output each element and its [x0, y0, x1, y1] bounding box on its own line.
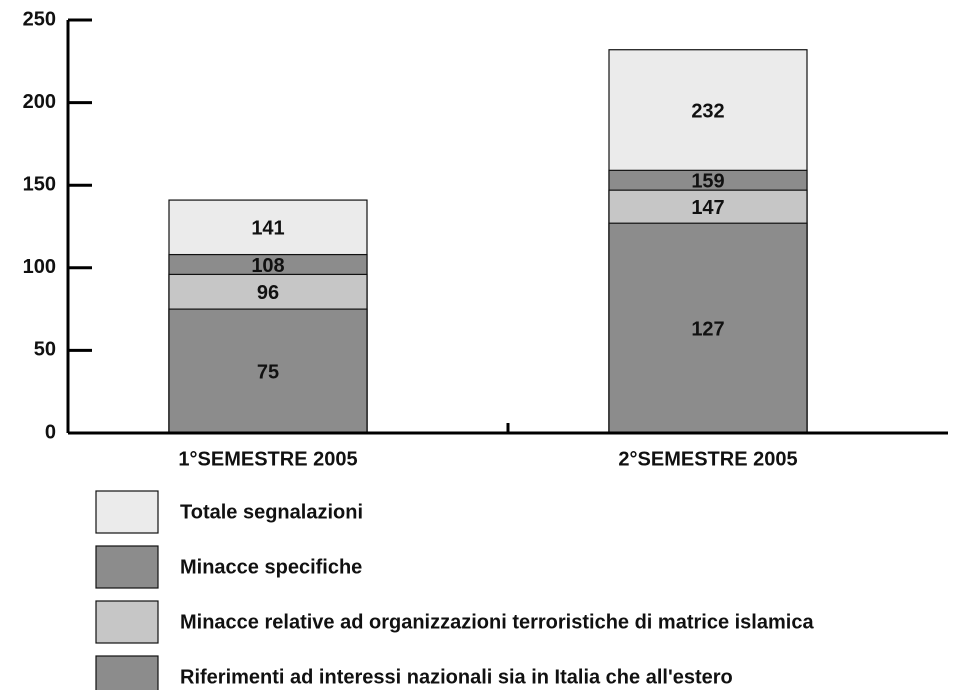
data-label: 108 — [251, 255, 284, 277]
legend-swatch — [95, 545, 159, 589]
legend-swatch — [95, 490, 159, 534]
legend-label: Totale segnalazioni — [180, 501, 363, 523]
data-label: 96 — [257, 282, 279, 304]
y-tick-label: 100 — [23, 256, 56, 278]
data-label: 127 — [691, 318, 724, 340]
y-tick-label: 200 — [23, 91, 56, 113]
legend-label: Riferimenti ad interessi nazionali sia i… — [180, 666, 733, 688]
x-tick-label: 1°SEMESTRE 2005 — [178, 448, 357, 470]
bar — [168, 308, 368, 434]
y-tick-label: 150 — [23, 173, 56, 195]
y-tick-label: 250 — [23, 8, 56, 30]
y-tick-label: 50 — [34, 339, 56, 361]
legend-swatch — [95, 600, 159, 644]
legend-label: Minacce specifiche — [180, 556, 362, 578]
y-tick-label: 0 — [45, 421, 56, 443]
legend-swatch — [95, 655, 159, 690]
data-label: 232 — [691, 100, 724, 122]
x-tick-label: 2°SEMESTRE 2005 — [618, 448, 797, 470]
data-label: 141 — [251, 218, 284, 240]
legend-label: Minacce relative ad organizzazioni terro… — [180, 611, 814, 633]
bar — [608, 222, 808, 434]
data-label: 75 — [257, 361, 279, 383]
data-label: 159 — [691, 171, 724, 193]
data-label: 147 — [691, 197, 724, 219]
